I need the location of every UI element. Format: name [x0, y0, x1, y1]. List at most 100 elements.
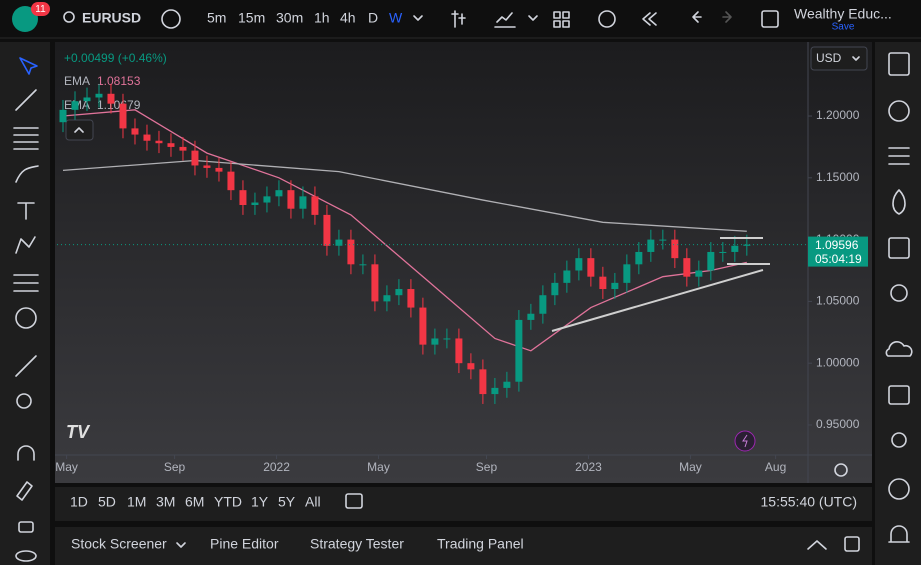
zoom-tool[interactable] — [16, 393, 32, 409]
clock[interactable]: 15:55:40 (UTC) — [761, 494, 857, 510]
ideas-bulb-icon[interactable] — [890, 284, 908, 302]
y-tick-label: 1.00000 — [816, 355, 860, 369]
change-label: +0.00499 (+0.46%) — [64, 51, 167, 65]
plot — [59, 83, 751, 404]
calendar-icon[interactable] — [888, 237, 910, 259]
settings-icon[interactable] — [834, 463, 848, 477]
collapse-legend[interactable] — [65, 119, 94, 141]
interval[interactable]: D — [368, 10, 378, 26]
layout-icon[interactable] — [562, 20, 570, 28]
save-link[interactable]: Save — [832, 22, 855, 33]
currency-select[interactable] — [810, 46, 868, 71]
candle — [215, 158, 223, 182]
bottom-panel — [55, 527, 872, 565]
visibility-tool[interactable] — [15, 550, 37, 562]
undo-icon[interactable] — [692, 11, 702, 23]
alert-icon[interactable] — [598, 10, 616, 28]
range-button[interactable]: 3M — [156, 494, 175, 510]
maximize-panel[interactable] — [807, 540, 827, 550]
candle-body — [479, 369, 487, 395]
watchlist-icon[interactable] — [888, 52, 910, 76]
candle-body — [191, 150, 199, 166]
panel-tab[interactable]: Stock Screener — [71, 536, 167, 552]
brush-tool[interactable] — [15, 165, 39, 183]
ruler-tool[interactable] — [15, 355, 37, 377]
range-button[interactable]: All — [305, 494, 321, 510]
range-button[interactable]: 1D — [70, 494, 88, 510]
chart-pane — [55, 42, 872, 483]
interval[interactable]: 1h — [314, 10, 330, 26]
lock-tool[interactable] — [18, 521, 34, 533]
panel-tab[interactable]: Pine Editor — [210, 536, 279, 552]
fib-tool[interactable] — [13, 127, 39, 150]
chart-type-icon[interactable] — [451, 10, 466, 28]
candle-body — [275, 190, 283, 197]
candle — [95, 83, 103, 108]
lock-draw-tool[interactable] — [16, 481, 33, 501]
emoji-tool[interactable] — [15, 307, 37, 329]
date-range-icon[interactable] — [345, 493, 363, 509]
candle — [491, 378, 499, 404]
interval-menu[interactable] — [413, 15, 423, 21]
candle — [167, 133, 175, 157]
chat-icon[interactable] — [888, 385, 910, 405]
interval[interactable]: 30m — [276, 10, 303, 26]
candle — [431, 328, 439, 355]
candle — [107, 83, 115, 114]
range-button[interactable]: 1Y — [251, 494, 269, 510]
layout-icon[interactable] — [562, 11, 570, 19]
indicators-icon[interactable] — [494, 12, 516, 28]
layout-icon[interactable] — [553, 20, 561, 28]
screener-menu[interactable] — [176, 542, 186, 548]
candle-body — [743, 244, 751, 246]
trendline-tool[interactable] — [15, 89, 37, 111]
magnet-tool[interactable] — [17, 445, 35, 461]
ideas-icon[interactable] — [892, 189, 906, 215]
candle-body — [527, 313, 535, 320]
candle-body — [323, 214, 331, 246]
logo[interactable] — [12, 6, 38, 32]
indicators-menu[interactable] — [528, 15, 538, 21]
panel-tab[interactable]: Strategy Tester — [310, 536, 404, 552]
range-button[interactable]: 1M — [127, 494, 146, 510]
panel-tab[interactable]: Trading Panel — [437, 536, 524, 552]
hotlist-icon[interactable] — [888, 147, 910, 165]
currency[interactable]: USD — [816, 51, 842, 65]
prediction-tool[interactable] — [13, 274, 39, 292]
range-button[interactable]: 5Y — [278, 494, 296, 510]
account-name[interactable]: Wealthy Educ... — [794, 6, 892, 22]
interval[interactable]: 4h — [340, 10, 356, 26]
candle-body — [371, 264, 379, 302]
candle — [227, 161, 235, 201]
redo-icon[interactable] — [722, 11, 732, 23]
search-icon[interactable] — [63, 11, 75, 23]
right-sidebar — [875, 42, 921, 565]
pattern-tool[interactable] — [15, 236, 36, 254]
candle-body — [599, 276, 607, 290]
candle — [695, 260, 703, 287]
notifications-icon[interactable] — [888, 525, 910, 543]
interval[interactable]: 15m — [238, 10, 265, 26]
replay-icon[interactable] — [642, 12, 657, 26]
text-tool[interactable] — [17, 202, 35, 220]
range-button[interactable]: 6M — [185, 494, 204, 510]
candle-body — [395, 289, 403, 296]
restore-panel[interactable] — [844, 536, 860, 552]
candle-body — [635, 251, 643, 265]
alerts-icon[interactable] — [888, 100, 910, 122]
symbol[interactable]: EURUSD — [82, 10, 141, 26]
support-icon[interactable] — [891, 432, 907, 448]
cursor-tool[interactable] — [19, 57, 38, 75]
range-button[interactable]: YTD — [214, 494, 242, 510]
fullscreen-icon[interactable] — [761, 10, 779, 28]
add-symbol[interactable] — [161, 9, 181, 29]
candle-body — [167, 143, 175, 147]
range-button[interactable]: 5D — [98, 494, 116, 510]
interval[interactable]: 5m — [207, 10, 226, 26]
interval-active[interactable]: W — [389, 10, 403, 26]
streams-icon[interactable] — [888, 478, 910, 500]
news-icon[interactable] — [885, 341, 913, 357]
currency-arrow — [852, 56, 860, 61]
candle-body — [443, 338, 451, 340]
layout-icon[interactable] — [553, 11, 561, 19]
